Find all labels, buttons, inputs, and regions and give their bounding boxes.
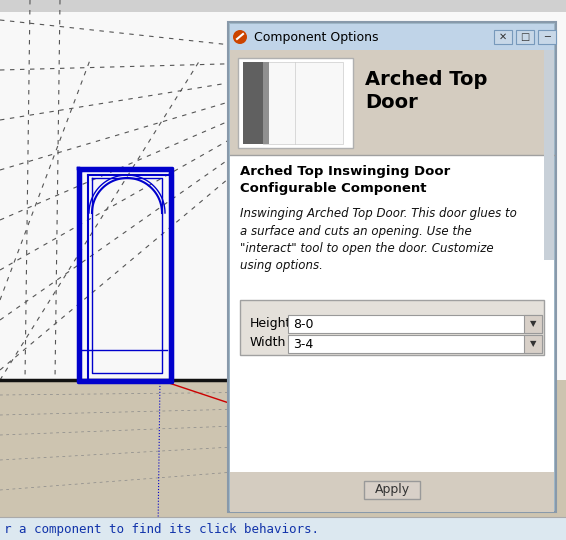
Bar bbox=[230, 472, 554, 512]
Text: ─: ─ bbox=[544, 32, 550, 42]
Text: Arched Top Inswinging Door
Configurable Component: Arched Top Inswinging Door Configurable … bbox=[240, 165, 450, 195]
Bar bbox=[230, 50, 554, 155]
Text: Width: Width bbox=[250, 336, 286, 349]
Text: ▼: ▼ bbox=[530, 340, 536, 348]
Text: 3-4: 3-4 bbox=[293, 338, 313, 350]
Bar bbox=[0, 517, 566, 540]
Bar bbox=[230, 155, 554, 472]
Text: r a component to find its click behaviors.: r a component to find its click behavior… bbox=[4, 523, 319, 536]
Bar bbox=[430, 0, 566, 380]
Text: Component Options: Component Options bbox=[254, 30, 379, 44]
Bar bbox=[516, 30, 534, 44]
Text: ✕: ✕ bbox=[499, 32, 507, 42]
Bar bbox=[0, 0, 566, 12]
Bar bbox=[243, 62, 263, 144]
Bar bbox=[240, 300, 544, 355]
Bar bbox=[538, 30, 556, 44]
Bar bbox=[0, 0, 430, 380]
Bar bbox=[288, 335, 542, 353]
Bar bbox=[524, 335, 542, 353]
Bar bbox=[230, 24, 554, 50]
Text: Arched Top
Door: Arched Top Door bbox=[365, 70, 487, 112]
Bar bbox=[524, 315, 542, 333]
Text: Height: Height bbox=[250, 316, 291, 329]
Bar bbox=[263, 62, 269, 144]
Text: Apply: Apply bbox=[375, 483, 410, 496]
Circle shape bbox=[233, 30, 247, 44]
Bar bbox=[263, 62, 343, 144]
Bar bbox=[228, 22, 556, 512]
Bar bbox=[494, 30, 512, 44]
Text: □: □ bbox=[520, 32, 530, 42]
Text: ▼: ▼ bbox=[530, 320, 536, 328]
Bar bbox=[544, 50, 554, 260]
Text: Inswinging Arched Top Door. This door glues to
a surface and cuts an opening. Us: Inswinging Arched Top Door. This door gl… bbox=[240, 207, 517, 273]
Text: 8-0: 8-0 bbox=[293, 318, 314, 330]
Bar bbox=[0, 380, 566, 540]
Bar bbox=[364, 481, 420, 499]
Bar bbox=[288, 315, 542, 333]
Bar bbox=[238, 58, 353, 148]
